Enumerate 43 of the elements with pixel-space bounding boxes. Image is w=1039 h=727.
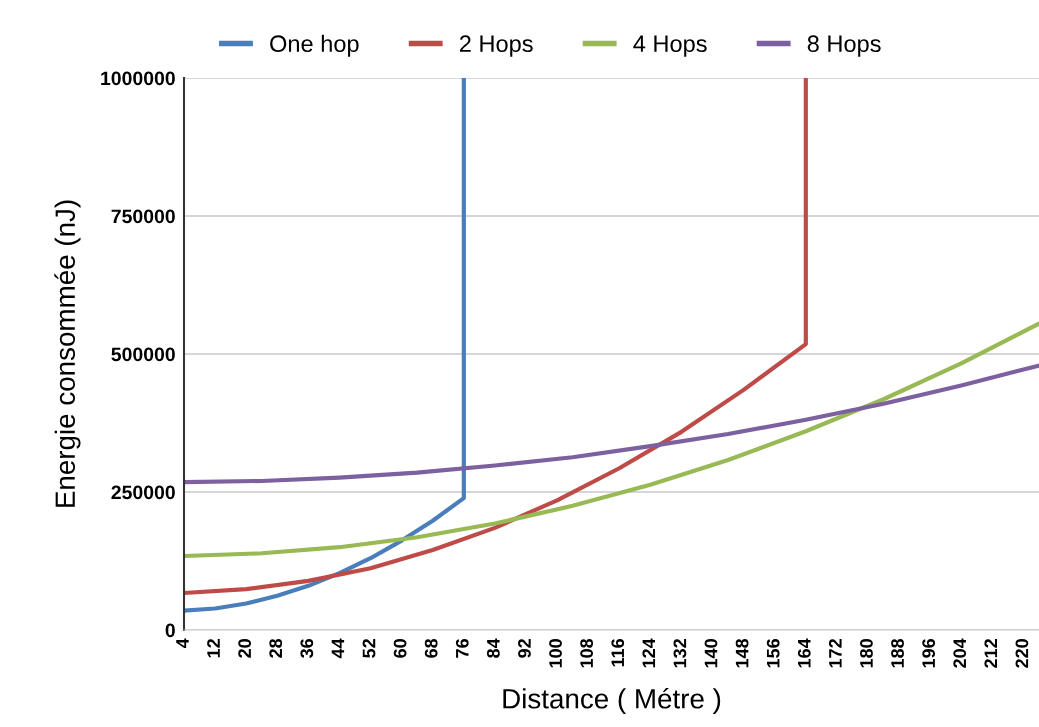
x-tick-label: 124 [642, 638, 656, 668]
y-tick-label: 0 [165, 623, 175, 638]
line-series [184, 321, 1039, 559]
x-tick-label: 156 [766, 638, 780, 668]
line-series [184, 363, 1039, 485]
y-tick-label: 750000 [111, 209, 175, 224]
x-tick-label: 44 [331, 638, 345, 659]
x-axis-title: Distance ( Métre ) [503, 687, 721, 715]
x-tick-label: 84 [486, 638, 500, 658]
x-tick-label: 180 [860, 639, 873, 668]
x-tick-label: 92 [518, 639, 531, 658]
x-tick-label: 204 [953, 638, 967, 668]
x-tick-label: 132 [673, 639, 687, 668]
x-tick-label: 116 [611, 638, 625, 667]
x-tick-label: 140 [704, 639, 718, 668]
x-tick-label: 20 [238, 639, 252, 658]
x-tick-label: 36 [300, 638, 314, 658]
x-tick-label: 196 [922, 638, 936, 668]
line-series [184, 78, 808, 596]
x-tick-label: 60 [393, 639, 407, 658]
legend-label: 8 Hops [807, 35, 881, 57]
x-tick-label: 100 [549, 639, 562, 668]
line-series [184, 78, 466, 613]
y-axis-title: Energie consommée (nJ) [54, 200, 81, 507]
x-tick-label: 172 [828, 639, 842, 668]
legend-label: 2 Hops [459, 35, 533, 57]
y-tick-label: 1000000 [101, 71, 175, 86]
x-tick-label: 12 [207, 639, 220, 658]
legend-label: 4 Hops [633, 35, 707, 57]
y-tick-label: 500000 [111, 347, 175, 362]
legend-label: One hop [270, 34, 359, 57]
x-tick-label: 188 [891, 638, 904, 668]
x-tick-label: 52 [362, 639, 376, 658]
x-tick-label: 212 [984, 639, 998, 668]
x-tick-label: 220 [1015, 639, 1029, 668]
x-tick-label: 164 [797, 638, 811, 668]
x-tick-label: 28 [269, 638, 283, 658]
y-tick-label: 250000 [111, 485, 175, 500]
x-tick-label: 148 [735, 638, 749, 668]
x-tick-label: 4 [176, 638, 189, 649]
x-tick-label: 76 [455, 638, 469, 658]
x-tick-label: 68 [424, 638, 438, 658]
x-tick-label: 108 [580, 638, 594, 668]
